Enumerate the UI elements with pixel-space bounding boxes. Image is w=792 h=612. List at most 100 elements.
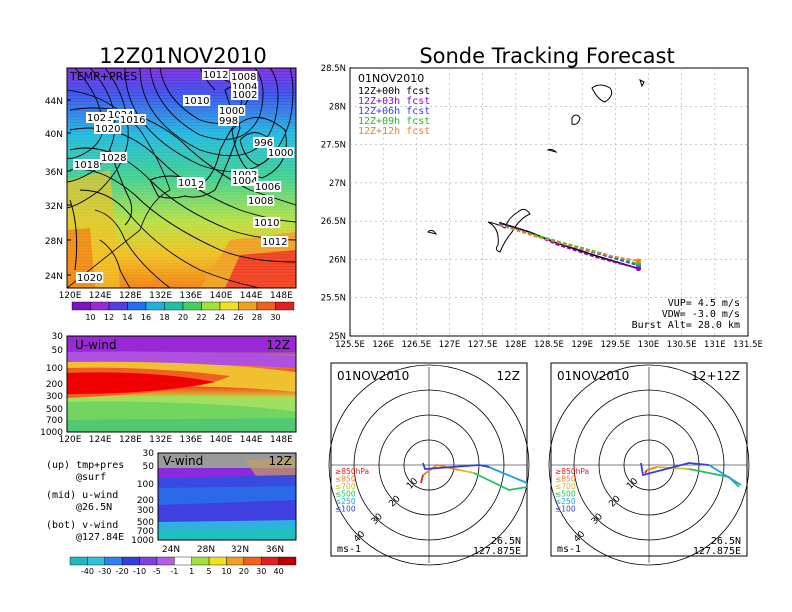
panel-notes: (up) tmp+pres @surf (mid) u-wind @26.5N … [46, 460, 124, 543]
isobar-label-box [183, 95, 211, 106]
uwind-y-tick: 200 [46, 380, 63, 390]
isobar-label: 1014 [178, 178, 203, 189]
isobar-label-box [231, 169, 259, 180]
isobar-label-box [202, 69, 230, 80]
isobar-label: 996 [254, 138, 273, 149]
track-x-tick: 127E [439, 340, 461, 350]
map-lon-tick: 124E [89, 291, 112, 301]
track-vup: VUP= 4.5 m/s [668, 298, 740, 309]
isobar-label: 2 [198, 180, 204, 191]
map-colorbar-label: 30 [270, 313, 280, 322]
track-x-tick: 126.5E [401, 340, 431, 350]
hodo-legend-entry: ≤250 [335, 497, 356, 506]
vwind-y-tick: 30 [143, 449, 155, 459]
uwind-y-tick: 300 [46, 392, 63, 402]
map-lon-tick: 128E [119, 291, 142, 301]
wind-colorbar-swatch [226, 556, 245, 566]
map-colorbar-swatch [127, 301, 147, 311]
wind-colorbar-swatch [243, 556, 262, 566]
wind-colorbar-label: -10 [133, 567, 146, 576]
map-lon-tick: 132E [149, 291, 172, 301]
wind-colorbar-swatch [69, 556, 88, 566]
isobar-label: 1012 [203, 70, 228, 81]
vwind-y-tick: 100 [137, 480, 154, 490]
isobar-label-box [100, 152, 128, 163]
track-y-tick: 27.5N [321, 141, 346, 151]
uwind-y-tick: 100 [46, 364, 63, 374]
map-colorbar-swatch [256, 301, 276, 311]
uwind-y-tick: 700 [46, 416, 63, 426]
map-colorbar-label: 22 [196, 313, 206, 322]
wind-colorbar-swatch [87, 556, 105, 566]
isobar-label-box [231, 81, 259, 92]
track-burst: Burst Alt= 28.0 km [632, 320, 740, 331]
vwind-y-tick: 500 [137, 518, 154, 528]
note-mid2: @26.5N [76, 502, 112, 513]
hodo-legend-entry: ≥850hPa [555, 467, 589, 476]
hodo-left-unit: ms-1 [337, 544, 361, 555]
wind-colorbar-label: -20 [116, 567, 129, 576]
note-mid: (mid) u-wind [46, 490, 118, 501]
isobar-label: 1004 [232, 176, 257, 187]
hodo-trace [473, 472, 528, 491]
map-colorbar-swatch [145, 301, 165, 311]
map-panel-label: TEMP+PRES [69, 70, 137, 83]
hodo-ring [328, 364, 530, 566]
hodo-trace [646, 466, 658, 471]
wind-colorbar-swatch [191, 556, 210, 566]
track-x-tick: 125.5E [335, 340, 365, 350]
map-lat-tick: 28N [45, 237, 63, 247]
hodo-legend-entry: ≤100 [555, 505, 576, 514]
vwind-x-tick: 36N [266, 545, 284, 555]
uwind-x-tick: 148E [270, 435, 293, 445]
map-colorbar-swatch [201, 301, 221, 311]
uwind-x-tick: 124E [89, 435, 112, 445]
hodo-trace [640, 462, 710, 477]
hodo-right-time: 12+12Z [691, 369, 740, 383]
uwind-x-tick: 120E [59, 435, 82, 445]
hodo-right-unit: ms-1 [557, 544, 581, 555]
hodo-trace [708, 464, 742, 486]
wind-colorbar-swatch [156, 556, 175, 566]
isobar-label: 1002 [232, 90, 257, 101]
u-wind-label: U-wind [75, 338, 116, 352]
track-x-tick: 131E [704, 340, 726, 350]
track-x-tick: 129E [571, 340, 593, 350]
wind-colorbar-swatch [261, 556, 279, 566]
isobar-label: 1016 [120, 115, 145, 126]
map-colorbar-label: 14 [122, 313, 132, 322]
isobar-label: 1028 [101, 153, 126, 164]
map-lat-tick: 24N [45, 272, 63, 282]
hodo-left-lat: 26.5N [491, 536, 521, 547]
track-legend-entry: 12Z+06h fcst [358, 106, 430, 117]
isobar-label-box [218, 115, 239, 126]
map-lat-tick: 36N [45, 168, 63, 178]
wind-colorbar-label: -30 [98, 567, 111, 576]
isobar-label: 1008 [248, 196, 273, 207]
map-colorbar-swatch [71, 301, 91, 311]
track-y-tick: 28.5N [321, 64, 346, 74]
track-x-tick: 126E [372, 340, 394, 350]
isobar-label: 1004 [232, 82, 257, 93]
track-legend-entry: 12Z+03h fcst [358, 96, 430, 107]
hodo-legend-entry: ≤700 [335, 482, 356, 491]
map-lon-tick: 140E [210, 291, 233, 301]
vwind-y-tick: 1000 [131, 536, 154, 546]
isobar-label: 1010 [254, 218, 279, 229]
isobar-label: 1010 [184, 96, 209, 107]
hodo-legend-entry: ≤850 [555, 475, 576, 484]
track-y-tick: 28N [329, 102, 346, 112]
uwind-y-tick: 500 [46, 405, 63, 415]
map-colorbar-swatch [238, 301, 258, 311]
hodo-trace [422, 462, 490, 470]
left-title: 12Z01NOV2010 [99, 44, 267, 68]
track-series-line [499, 224, 639, 262]
track-y-tick: 27N [329, 179, 346, 189]
track-y-tick: 25.5N [321, 294, 346, 304]
hodo-legend-entry: ≥850hPa [335, 467, 369, 476]
hodo-right-date: 01NOV2010 [557, 369, 629, 383]
map-colorbar-swatch [90, 301, 110, 311]
hodo-trace [483, 464, 528, 484]
